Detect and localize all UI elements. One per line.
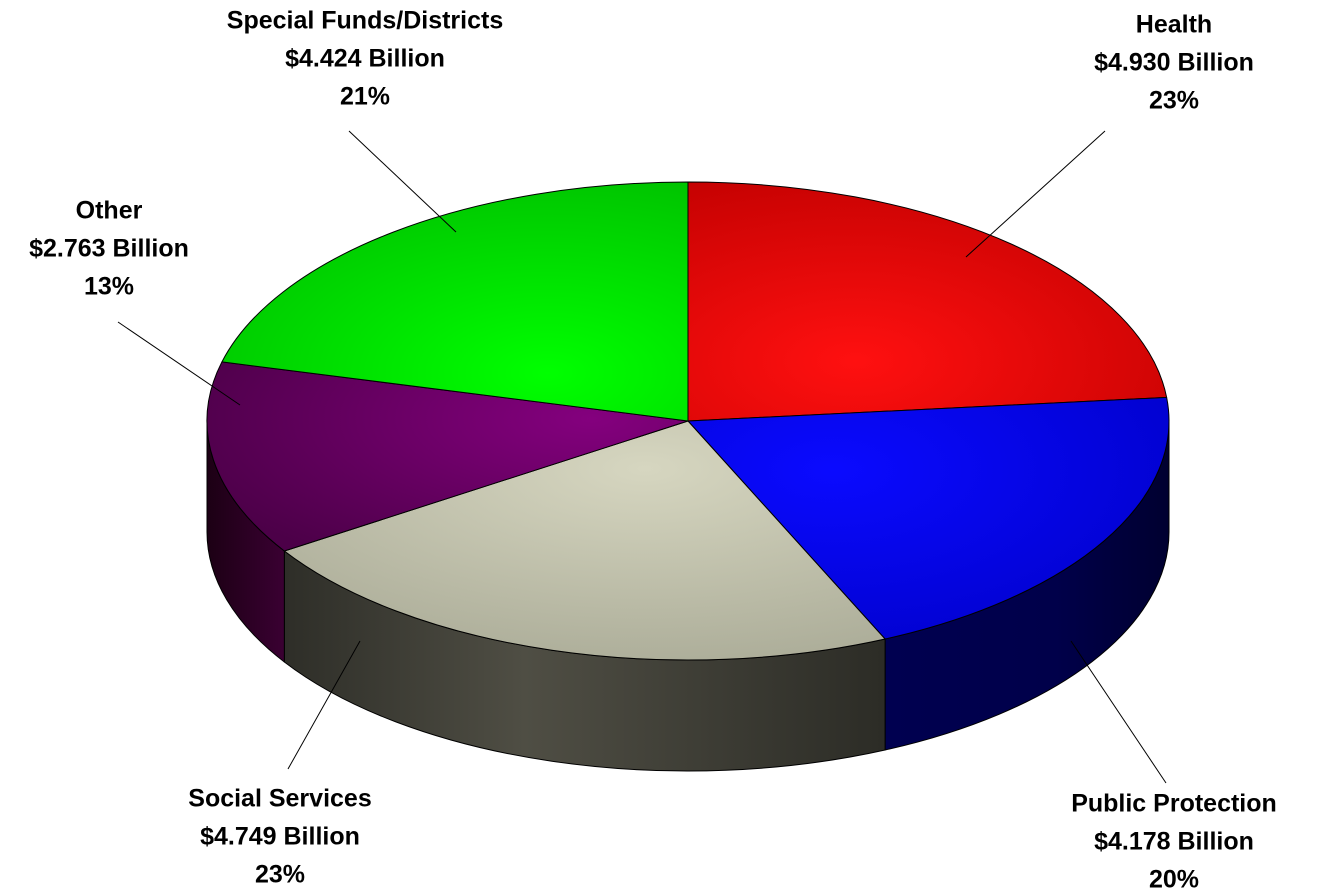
pie-slice-other — [206, 361, 689, 552]
label-special-funds-districts-percent: 21% — [340, 83, 390, 111]
label-public-protection-value: $4.178 Billion — [1094, 828, 1254, 856]
data-label-public-protection: Public Protection $4.178 Billion 20% — [1071, 790, 1277, 894]
leader-line-special-funds-districts — [348, 130, 457, 233]
pie-labels: Health $4.930 Billion 23% Public Protection… — [29, 7, 1277, 894]
pie-slice-special-funds-districts — [221, 181, 689, 422]
data-label-health: Health $4.930 Billion 23% — [1094, 11, 1254, 115]
leader-line-health — [965, 130, 1106, 258]
data-label-other: Other $2.763 Billion 13% — [29, 197, 189, 301]
data-label-social-services: Social Services $4.749 Billion 23% — [188, 785, 371, 889]
pie-slice-social-services — [283, 420, 886, 661]
label-special-funds-districts-name: Special Funds/Districts — [227, 7, 503, 35]
label-health-percent: 23% — [1149, 87, 1199, 115]
label-public-protection-percent: 20% — [1149, 866, 1199, 894]
label-special-funds-districts-value: $4.424 Billion — [285, 45, 445, 73]
leader-line-other — [117, 321, 241, 406]
leader-line-public-protection — [1070, 640, 1167, 784]
pie-slices — [206, 181, 1170, 661]
label-health-name: Health — [1136, 11, 1212, 39]
label-social-services-percent: 23% — [255, 861, 305, 889]
label-social-services-value: $4.749 Billion — [200, 823, 360, 851]
leader-line-social-services — [287, 640, 361, 770]
label-other-value: $2.763 Billion — [29, 235, 189, 263]
label-health-value: $4.930 Billion — [1094, 49, 1254, 77]
label-social-services-name: Social Services — [188, 785, 371, 813]
label-other-percent: 13% — [84, 273, 134, 301]
label-other-name: Other — [76, 197, 143, 225]
pie-side-walls — [206, 420, 1170, 772]
pie-slice-public-protection — [687, 396, 1170, 640]
label-public-protection-name: Public Protection — [1071, 790, 1277, 818]
pie-slice-health — [687, 181, 1168, 422]
data-label-special-funds-districts: Special Funds/Districts $4.424 Billion 21% — [227, 7, 503, 111]
